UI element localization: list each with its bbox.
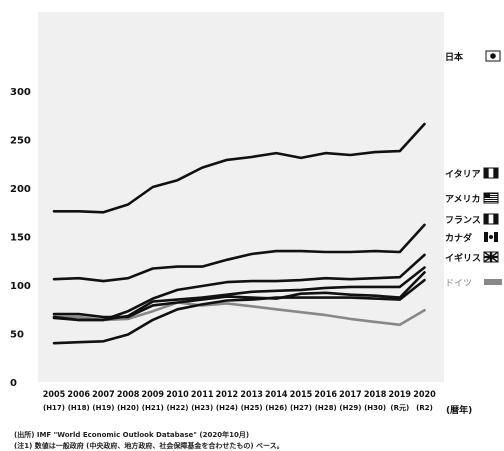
- flag-band-right: [493, 214, 498, 224]
- series-line-flag-usa: [52, 253, 426, 322]
- x-tick-label: 2017: [339, 390, 362, 400]
- flag-leaf: [489, 235, 493, 239]
- series-line-circle: [52, 122, 426, 214]
- flag-canton: [484, 193, 490, 198]
- flag-stripe: [484, 201, 498, 202]
- x-tick-label: 2016: [314, 390, 337, 400]
- x-tick-label: 2015: [290, 390, 313, 400]
- x-tick-label: 2014: [265, 390, 288, 400]
- plot-area: [38, 12, 444, 382]
- x-tick-sublabel: (H22): [167, 404, 189, 412]
- x-tick-sublabel: (H28): [315, 404, 337, 412]
- x-tick-sublabel: (H18): [68, 404, 90, 412]
- x-axis-ticks: 2005 (H17)2006 (H18)2007 (H19)2008 (H20)2009…: [43, 390, 436, 412]
- flag-band-left: [484, 214, 489, 224]
- x-tick-sublabel: (H26): [265, 404, 287, 412]
- x-tick-label: 2012: [216, 390, 239, 400]
- x-tick-sublabel: (H21): [142, 404, 164, 412]
- x-tick-sublabel: (H17): [43, 404, 65, 412]
- footnote-1: (注1) 数値は一般政府 (中央政府、地方政府、社会保障基金を合わせたもの) ベ…: [14, 442, 284, 450]
- y-axis-ticks: 0 50 100 150 200 250 300: [10, 87, 31, 389]
- y-tick-label: 300: [10, 87, 31, 98]
- legend-item: イギリス: [445, 251, 499, 264]
- x-tick-label: 2010: [166, 390, 189, 400]
- series-line-bar-gray: [52, 301, 426, 327]
- y-tick-label: 250: [10, 136, 31, 147]
- legend-label: カナダ: [445, 232, 472, 244]
- x-tick-label: 2007: [92, 390, 115, 400]
- flag-cross-h: [484, 255, 498, 259]
- legend-label: フランス: [445, 215, 481, 226]
- legend-label: イタリア: [445, 168, 481, 180]
- x-tick-label: 2020: [413, 390, 436, 400]
- y-tick-label: 200: [10, 184, 31, 195]
- x-tick-sublabel: (H23): [191, 404, 213, 412]
- x-tick-label: 2008: [117, 390, 140, 400]
- legend-item: カナダ: [445, 232, 498, 244]
- flag-stripe: [484, 195, 498, 196]
- legend-item: フランス: [445, 213, 499, 226]
- x-tick-sublabel: (H25): [241, 404, 263, 412]
- x-tick-label: 2005: [43, 390, 66, 400]
- x-tick-label: 2009: [142, 390, 165, 400]
- x-tick-sublabel: (H24): [216, 404, 238, 412]
- x-tick-label: 2018: [364, 390, 387, 400]
- y-tick-label: 100: [10, 281, 31, 292]
- x-tick-sublabel: (H29): [339, 404, 361, 412]
- x-axis-label: (暦年): [446, 406, 473, 416]
- x-tick-sublabel: (H20): [117, 404, 139, 412]
- x-tick-sublabel: (H27): [290, 404, 312, 412]
- x-tick-sublabel: (R2): [416, 404, 433, 412]
- x-tick-label: 2013: [240, 390, 263, 400]
- legend-item: 日本: [445, 50, 501, 63]
- legend-label: イギリス: [445, 252, 481, 264]
- x-tick-label: 2019: [389, 390, 412, 400]
- source-note: (出所) IMF "World Economic Outlook Databas…: [14, 431, 250, 439]
- series-line-flag-italy: [52, 223, 426, 283]
- flag-band-left: [484, 168, 489, 178]
- series-lines: [52, 122, 426, 345]
- legend-item: アメリカ: [445, 192, 499, 205]
- flag-stripe: [484, 199, 498, 200]
- series-line-flag-france: [52, 266, 426, 322]
- legend-item: ドイツ: [445, 279, 502, 289]
- series-line-flag-uk: [52, 278, 426, 345]
- x-tick-sublabel: (R元): [390, 404, 409, 412]
- legend-bar: [484, 279, 502, 285]
- y-tick-label: 150: [10, 233, 31, 244]
- flag-band-right: [493, 168, 498, 178]
- marker-dot: [490, 53, 496, 59]
- x-tick-label: 2011: [191, 390, 214, 400]
- x-tick-label: 2006: [67, 390, 90, 400]
- flag-stripe: [484, 197, 498, 198]
- x-tick-sublabel: (H30): [364, 404, 386, 412]
- legend-label: アメリカ: [445, 194, 481, 205]
- legend-label: ドイツ: [445, 279, 472, 289]
- y-tick-label: 50: [10, 330, 24, 341]
- x-tick-sublabel: (H19): [92, 404, 114, 412]
- y-tick-label: 0: [10, 378, 17, 389]
- legend-item: イタリア: [445, 167, 499, 180]
- flag-stripe: [484, 193, 498, 194]
- legend-label: 日本: [445, 51, 464, 63]
